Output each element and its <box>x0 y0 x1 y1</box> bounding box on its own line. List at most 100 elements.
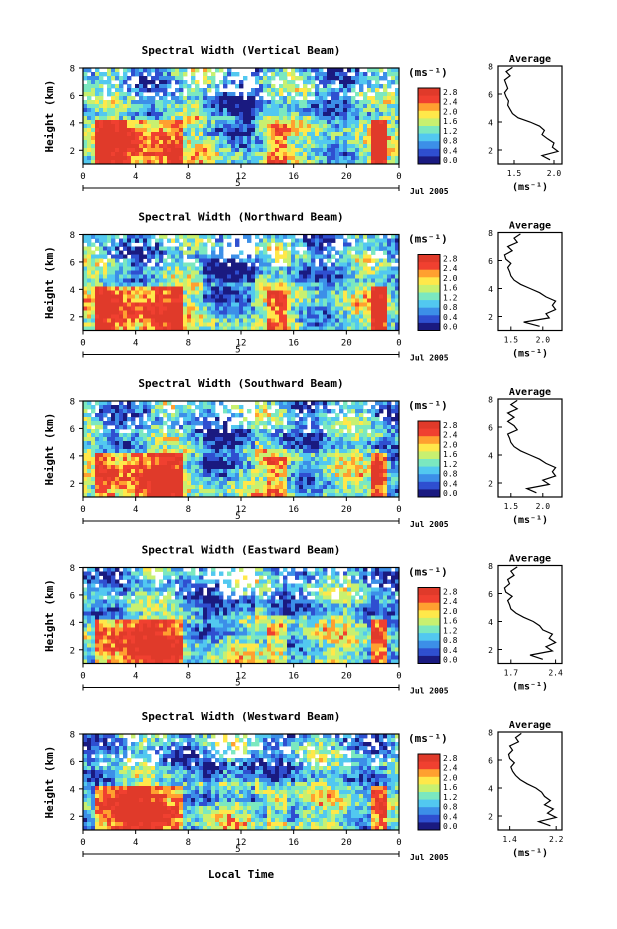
heatmap-cell <box>359 278 364 283</box>
heatmap-cell <box>175 298 180 303</box>
heatmap-cell <box>203 318 208 323</box>
heatmap-cell <box>235 290 240 295</box>
heatmap-cell <box>199 88 204 93</box>
heatmap-cell <box>235 318 240 323</box>
heatmap-cell <box>247 124 252 129</box>
heatmap-cell <box>391 120 396 125</box>
heatmap-cell <box>151 104 156 109</box>
heatmap-cell <box>179 298 184 303</box>
heatmap-cell <box>167 136 172 141</box>
heatmap-cell <box>187 120 192 125</box>
heatmap-cell <box>123 132 128 137</box>
heatmap-cell <box>103 274 108 279</box>
heatmap-cell <box>151 100 156 105</box>
heatmap-cell <box>143 461 148 466</box>
heatmap-cell <box>367 152 372 157</box>
heatmap-cell <box>371 246 376 251</box>
heatmap-cell <box>135 489 140 494</box>
heatmap-cell <box>99 144 104 149</box>
heatmap-cell <box>151 246 156 251</box>
heatmap-cell <box>83 152 88 157</box>
heatmap-cell <box>327 92 332 97</box>
heatmap-cell <box>263 449 268 454</box>
heatmap-cell <box>179 132 184 137</box>
heatmap-cell <box>95 433 100 438</box>
heatmap-cell <box>159 72 164 77</box>
heatmap-cell <box>383 306 388 311</box>
heatmap-cell <box>247 421 252 426</box>
heatmap-cell <box>135 481 140 486</box>
heatmap-cell <box>183 481 188 486</box>
heatmap-cell <box>103 250 108 255</box>
heatmap-cell <box>227 485 232 490</box>
heatmap-cell <box>371 266 376 271</box>
heatmap-cell <box>223 116 228 121</box>
heatmap-cell <box>175 477 180 482</box>
heatmap-cell <box>151 156 156 161</box>
heatmap-cell <box>295 238 300 243</box>
heatmap-cell <box>307 88 312 93</box>
heatmap-cell <box>111 124 116 129</box>
heatmap-cell <box>315 136 320 141</box>
heatmap-cell <box>263 278 268 283</box>
heatmap-cell <box>155 76 160 81</box>
heatmap-cell <box>227 96 232 101</box>
heatmap-cell <box>131 274 136 279</box>
heatmap-cell <box>279 322 284 327</box>
heatmap-cell <box>143 302 148 307</box>
heatmap-cell <box>187 425 192 430</box>
heatmap-cell <box>167 326 172 331</box>
heatmap-cell <box>139 413 144 418</box>
heatmap-cell <box>271 413 276 418</box>
heatmap-cell <box>111 278 116 283</box>
heatmap-cell <box>83 469 88 474</box>
heatmap-cell <box>251 469 256 474</box>
heatmap-cell <box>279 286 284 291</box>
heatmap-cell <box>203 493 208 498</box>
heatmap-cell <box>319 465 324 470</box>
heatmap-cell <box>127 132 132 137</box>
heatmap-cell <box>119 132 124 137</box>
heatmap-cell <box>387 294 392 299</box>
heatmap-cell <box>255 473 260 478</box>
heatmap-cell <box>231 100 236 105</box>
heatmap-cell <box>295 144 300 149</box>
heatmap-cell <box>307 306 312 311</box>
heatmap-cell <box>83 429 88 434</box>
heatmap-cell <box>223 278 228 283</box>
colorbar-tick-label: 1.6 <box>443 117 458 126</box>
heatmap-cell <box>355 76 360 81</box>
heatmap-cell <box>187 302 192 307</box>
heatmap-cell <box>179 96 184 101</box>
heatmap-cell <box>123 473 128 478</box>
heatmap-cell <box>323 112 328 117</box>
heatmap-cell <box>243 326 248 331</box>
heatmap-cell <box>339 96 344 101</box>
heatmap-cell <box>319 469 324 474</box>
heatmap-cell <box>107 489 112 494</box>
heatmap-cell <box>263 473 268 478</box>
heatmap-cell <box>271 270 276 275</box>
heatmap-cell <box>311 116 316 121</box>
heatmap-cell <box>343 160 348 165</box>
heatmap-cell <box>135 437 140 442</box>
heatmap-cell <box>283 282 288 287</box>
heatmap-cell <box>395 144 400 149</box>
heatmap-cell <box>123 286 128 291</box>
heatmap-cell <box>391 156 396 161</box>
heatmap-cell <box>347 262 352 267</box>
heatmap-cell <box>239 489 244 494</box>
heatmap-cell <box>119 160 124 165</box>
profile-y-tick-label: 4 <box>488 119 493 128</box>
heatmap-cell <box>207 278 212 283</box>
heatmap-cell <box>267 120 272 125</box>
colorbar-swatch <box>418 158 440 161</box>
heatmap-cell <box>283 132 288 137</box>
heatmap-cell <box>259 160 264 165</box>
x-tick-label: 16 <box>288 172 299 182</box>
heatmap-cell <box>219 144 224 149</box>
heatmap-cell <box>211 302 216 307</box>
heatmap-cell <box>295 401 300 406</box>
heatmap-cell <box>311 258 316 263</box>
heatmap-cell <box>179 88 184 93</box>
